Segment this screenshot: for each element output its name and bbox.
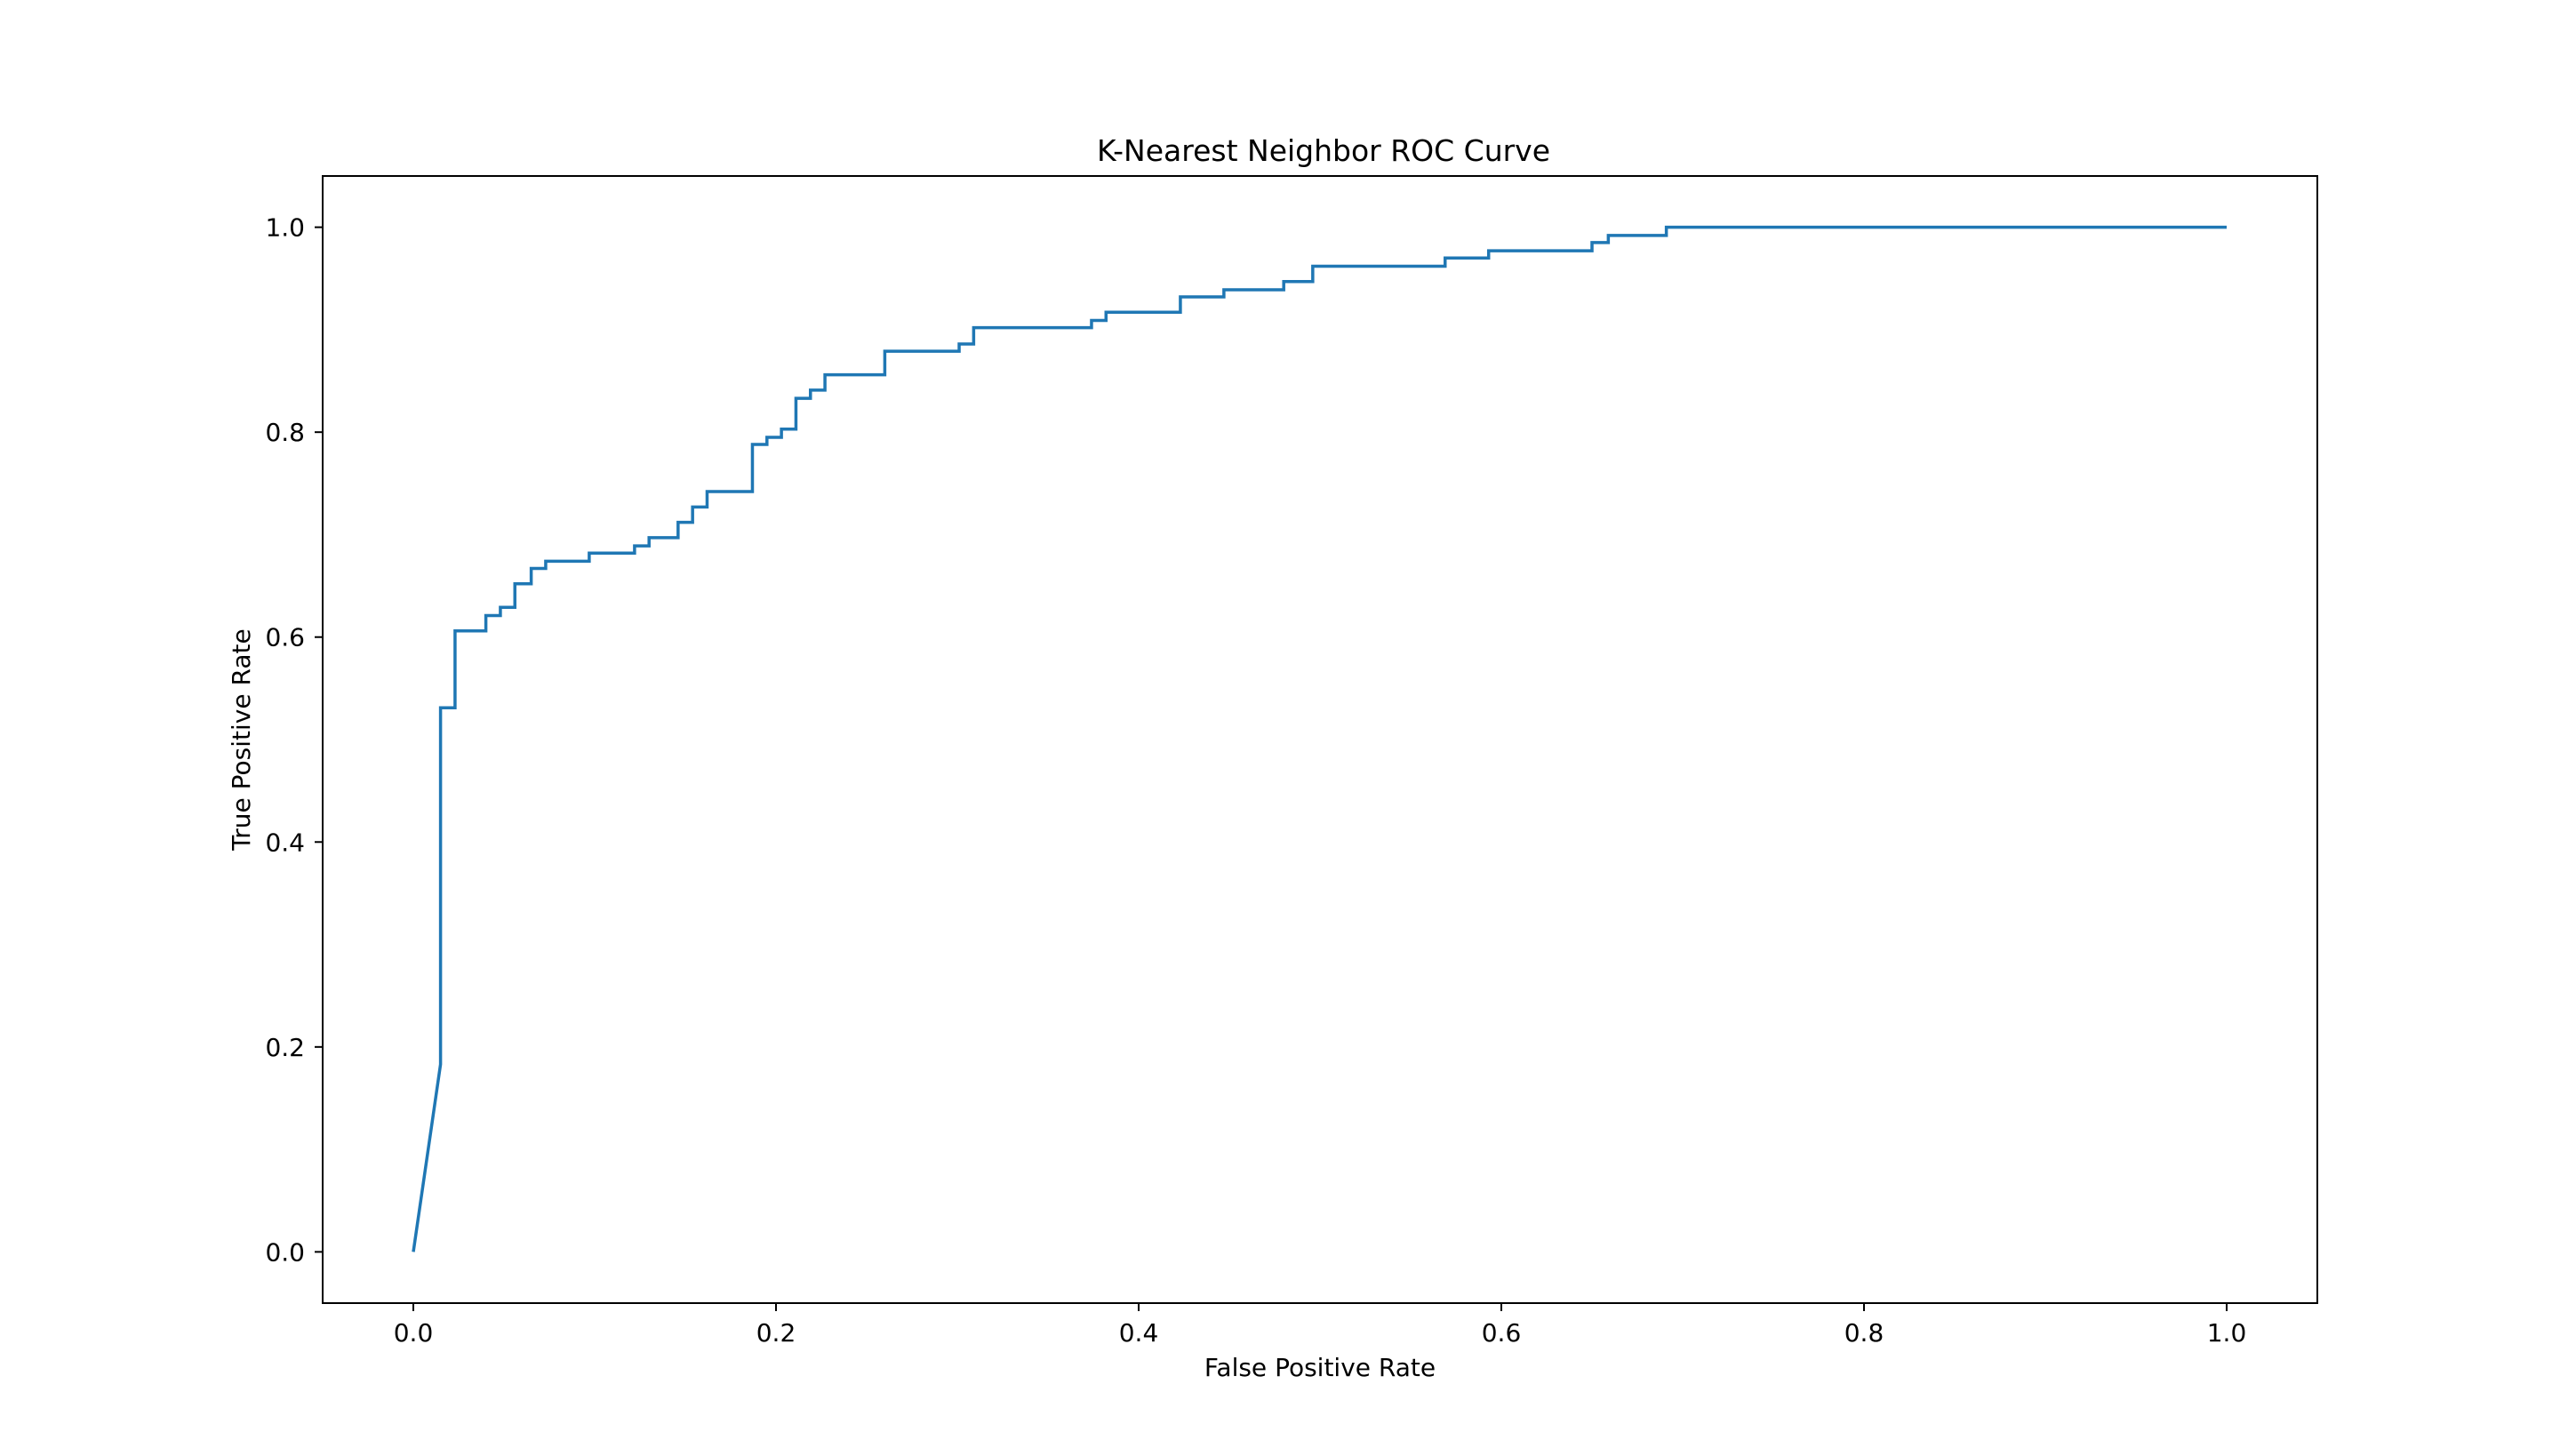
plot-background [323, 176, 2317, 1303]
plot-frame [322, 175, 2318, 1304]
x-tick-label: 0.0 [394, 1318, 434, 1348]
x-tick-label: 0.8 [1844, 1318, 1884, 1348]
y-axis-label: True Positive Rate [227, 628, 256, 851]
x-tick-label: 0.2 [756, 1318, 796, 1348]
y-tick-label: 0.6 [265, 623, 305, 652]
y-tick-label: 0.8 [265, 418, 305, 447]
x-tick-label: 1.0 [2207, 1318, 2247, 1348]
x-axis-ticks: 0.0 0.2 0.4 0.6 0.8 1.0 [394, 1303, 2247, 1348]
y-tick-label: 0.4 [265, 828, 305, 857]
x-tick-label: 0.6 [1482, 1318, 1522, 1348]
y-tick-label: 1.0 [265, 213, 305, 243]
roc-curve-line [412, 225, 2227, 1252]
x-tick-label: 0.4 [1119, 1318, 1159, 1348]
chart-title: K-Nearest Neighbor ROC Curve [1097, 133, 1550, 168]
y-tick-label: 0.2 [265, 1033, 305, 1062]
y-tick-label: 0.0 [265, 1237, 305, 1267]
plot-area [322, 175, 2318, 1304]
x-axis-label: False Positive Rate [1204, 1353, 1436, 1382]
y-axis-ticks: 0.0 0.2 0.4 0.6 0.8 1.0 [265, 213, 323, 1267]
